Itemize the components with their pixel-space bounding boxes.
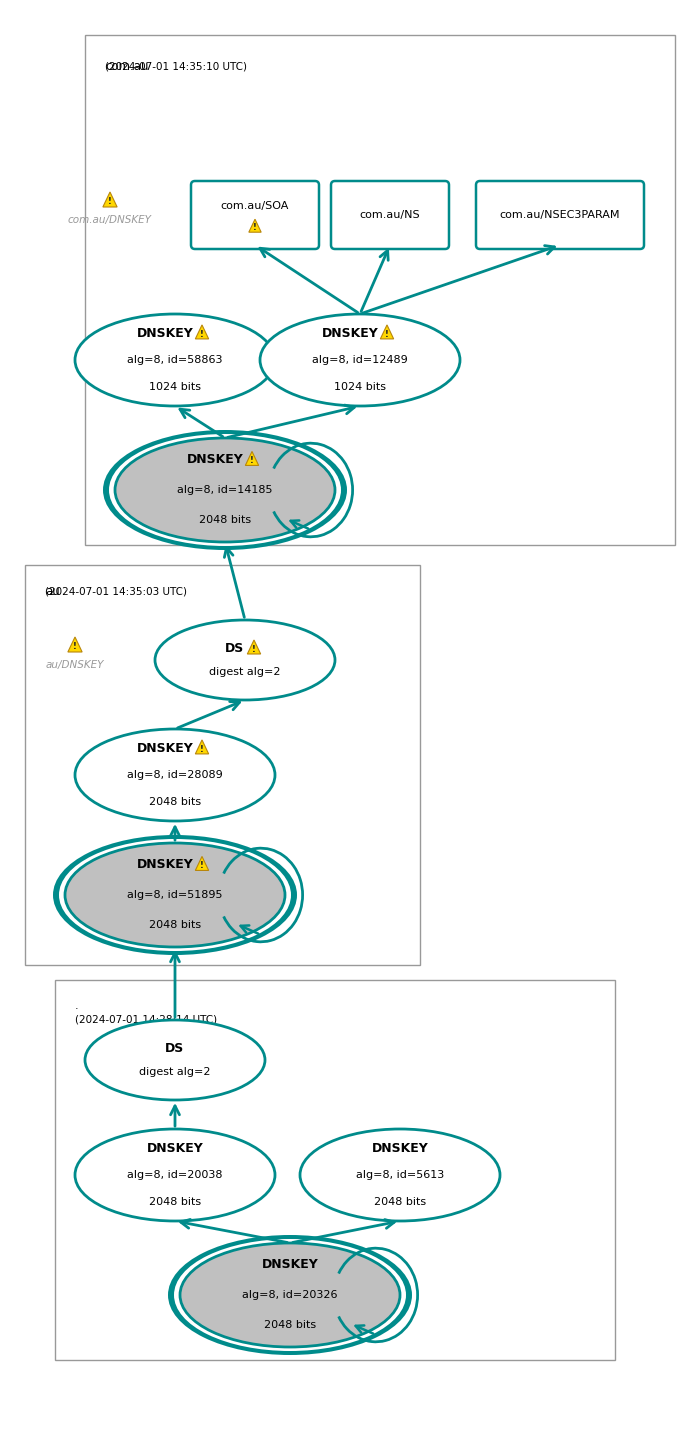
Text: alg=8, id=58863: alg=8, id=58863 bbox=[127, 355, 223, 365]
Text: DNSKEY: DNSKEY bbox=[136, 742, 194, 755]
Ellipse shape bbox=[75, 729, 275, 821]
Polygon shape bbox=[249, 219, 261, 232]
Text: (2024-07-01 14:35:10 UTC): (2024-07-01 14:35:10 UTC) bbox=[105, 62, 247, 72]
FancyBboxPatch shape bbox=[331, 181, 449, 249]
Text: !: ! bbox=[252, 645, 256, 653]
Text: com.au/NS: com.au/NS bbox=[360, 211, 420, 221]
Polygon shape bbox=[247, 641, 261, 653]
Ellipse shape bbox=[155, 620, 335, 699]
Text: alg=8, id=28089: alg=8, id=28089 bbox=[127, 770, 223, 780]
Ellipse shape bbox=[103, 430, 347, 550]
Text: DNSKEY: DNSKEY bbox=[187, 453, 243, 466]
Text: !: ! bbox=[108, 198, 112, 206]
Text: DNSKEY: DNSKEY bbox=[372, 1142, 428, 1155]
Ellipse shape bbox=[174, 1240, 406, 1351]
Text: alg=8, id=12489: alg=8, id=12489 bbox=[312, 355, 408, 365]
Text: com.au/SOA: com.au/SOA bbox=[221, 201, 289, 211]
Text: DS: DS bbox=[225, 642, 245, 655]
Bar bbox=[85, 34, 675, 545]
Text: DNSKEY: DNSKEY bbox=[147, 1142, 203, 1155]
Text: 2048 bits: 2048 bits bbox=[149, 797, 201, 807]
Text: !: ! bbox=[385, 330, 389, 338]
Ellipse shape bbox=[75, 1129, 275, 1221]
Text: digest alg=2: digest alg=2 bbox=[209, 666, 281, 676]
Text: 2048 bits: 2048 bits bbox=[199, 514, 251, 524]
Polygon shape bbox=[195, 739, 208, 754]
Text: digest alg=2: digest alg=2 bbox=[139, 1066, 211, 1076]
Text: DNSKEY: DNSKEY bbox=[261, 1258, 318, 1271]
Text: 2048 bits: 2048 bits bbox=[374, 1197, 426, 1207]
Polygon shape bbox=[195, 857, 208, 870]
Text: !: ! bbox=[200, 861, 204, 870]
Text: com.au/DNSKEY: com.au/DNSKEY bbox=[68, 215, 152, 225]
Text: alg=8, id=14185: alg=8, id=14185 bbox=[178, 484, 273, 494]
Text: alg=8, id=20326: alg=8, id=20326 bbox=[243, 1290, 338, 1300]
Ellipse shape bbox=[300, 1129, 500, 1221]
Ellipse shape bbox=[59, 838, 291, 952]
Text: alg=8, id=20038: alg=8, id=20038 bbox=[127, 1169, 223, 1179]
Ellipse shape bbox=[65, 843, 285, 947]
Bar bbox=[55, 980, 615, 1360]
Text: DNSKEY: DNSKEY bbox=[136, 858, 194, 871]
Text: !: ! bbox=[200, 330, 204, 338]
Polygon shape bbox=[380, 325, 394, 340]
Text: 2048 bits: 2048 bits bbox=[149, 920, 201, 930]
Text: alg=8, id=5613: alg=8, id=5613 bbox=[356, 1169, 444, 1179]
Text: (2024-07-01 14:28:14 UTC): (2024-07-01 14:28:14 UTC) bbox=[75, 1015, 217, 1025]
Text: com.au/NSEC3PARAM: com.au/NSEC3PARAM bbox=[500, 211, 620, 221]
Polygon shape bbox=[68, 638, 82, 652]
Text: !: ! bbox=[250, 456, 254, 466]
Text: 1024 bits: 1024 bits bbox=[149, 381, 201, 391]
Text: !: ! bbox=[253, 224, 257, 232]
Text: DS: DS bbox=[166, 1042, 185, 1055]
Text: 1024 bits: 1024 bits bbox=[334, 381, 386, 391]
Ellipse shape bbox=[180, 1242, 400, 1347]
Text: com.au: com.au bbox=[105, 60, 148, 73]
Text: (2024-07-01 14:35:03 UTC): (2024-07-01 14:35:03 UTC) bbox=[45, 586, 187, 596]
FancyBboxPatch shape bbox=[476, 181, 644, 249]
Text: DNSKEY: DNSKEY bbox=[322, 327, 378, 340]
Text: alg=8, id=51895: alg=8, id=51895 bbox=[127, 890, 223, 900]
Ellipse shape bbox=[85, 1020, 265, 1101]
Text: .: . bbox=[75, 1002, 78, 1012]
Text: 2048 bits: 2048 bits bbox=[149, 1197, 201, 1207]
Text: 2048 bits: 2048 bits bbox=[264, 1320, 316, 1330]
Text: au: au bbox=[45, 585, 59, 598]
FancyBboxPatch shape bbox=[191, 181, 319, 249]
Ellipse shape bbox=[115, 438, 335, 542]
Ellipse shape bbox=[168, 1235, 412, 1356]
Ellipse shape bbox=[53, 835, 297, 954]
Text: !: ! bbox=[200, 745, 204, 754]
Text: DNSKEY: DNSKEY bbox=[136, 327, 194, 340]
Ellipse shape bbox=[109, 434, 341, 546]
Polygon shape bbox=[195, 325, 208, 340]
Polygon shape bbox=[245, 451, 259, 466]
Ellipse shape bbox=[260, 314, 460, 406]
Text: au/DNSKEY: au/DNSKEY bbox=[45, 661, 104, 671]
Bar bbox=[25, 565, 420, 964]
Ellipse shape bbox=[75, 314, 275, 406]
Polygon shape bbox=[103, 192, 117, 206]
Text: !: ! bbox=[73, 642, 77, 651]
